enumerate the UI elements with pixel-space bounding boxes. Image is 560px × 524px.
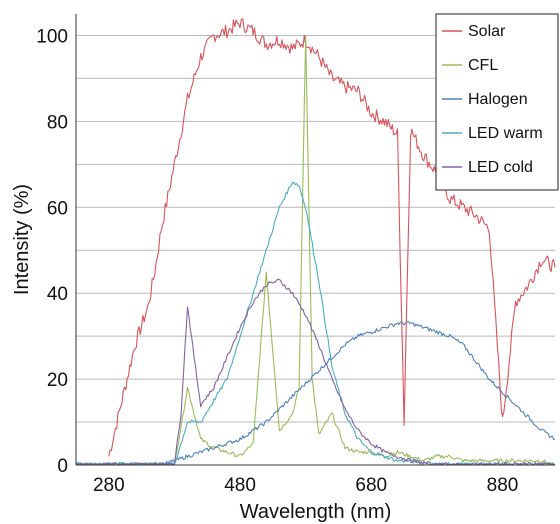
legend-label: LED cold xyxy=(468,159,533,176)
y-tick-label: 60 xyxy=(47,198,68,219)
x-tick-label: 480 xyxy=(224,475,256,496)
series-line-led-warm xyxy=(75,181,556,466)
y-tick-label: 40 xyxy=(47,284,68,305)
x-tick-label: 280 xyxy=(93,475,125,496)
x-tick-label: 880 xyxy=(487,475,519,496)
y-tick-label: 100 xyxy=(36,26,68,47)
legend-box xyxy=(435,13,559,191)
y-axis-title: Intensity (%) xyxy=(11,184,33,295)
legend: Solar CFL Halogen LED warm LED cold xyxy=(435,13,559,191)
legend-label: Solar xyxy=(468,23,506,40)
legend-label: LED warm xyxy=(468,125,543,142)
x-tick-labels: 280 480 680 880 xyxy=(93,475,518,496)
y-tick-label: 20 xyxy=(47,370,68,391)
series-line-halogen xyxy=(75,320,556,466)
x-axis-title: Wavelength (nm) xyxy=(240,501,392,523)
x-tick-label: 680 xyxy=(355,475,387,496)
y-tick-label: 80 xyxy=(47,112,68,133)
y-tick-label: 0 xyxy=(57,456,68,477)
series-line-solar xyxy=(108,18,556,457)
y-tick-labels: 0 20 40 60 80 100 xyxy=(36,26,68,477)
legend-label: CFL xyxy=(468,57,498,74)
legend-label: Halogen xyxy=(468,91,528,108)
